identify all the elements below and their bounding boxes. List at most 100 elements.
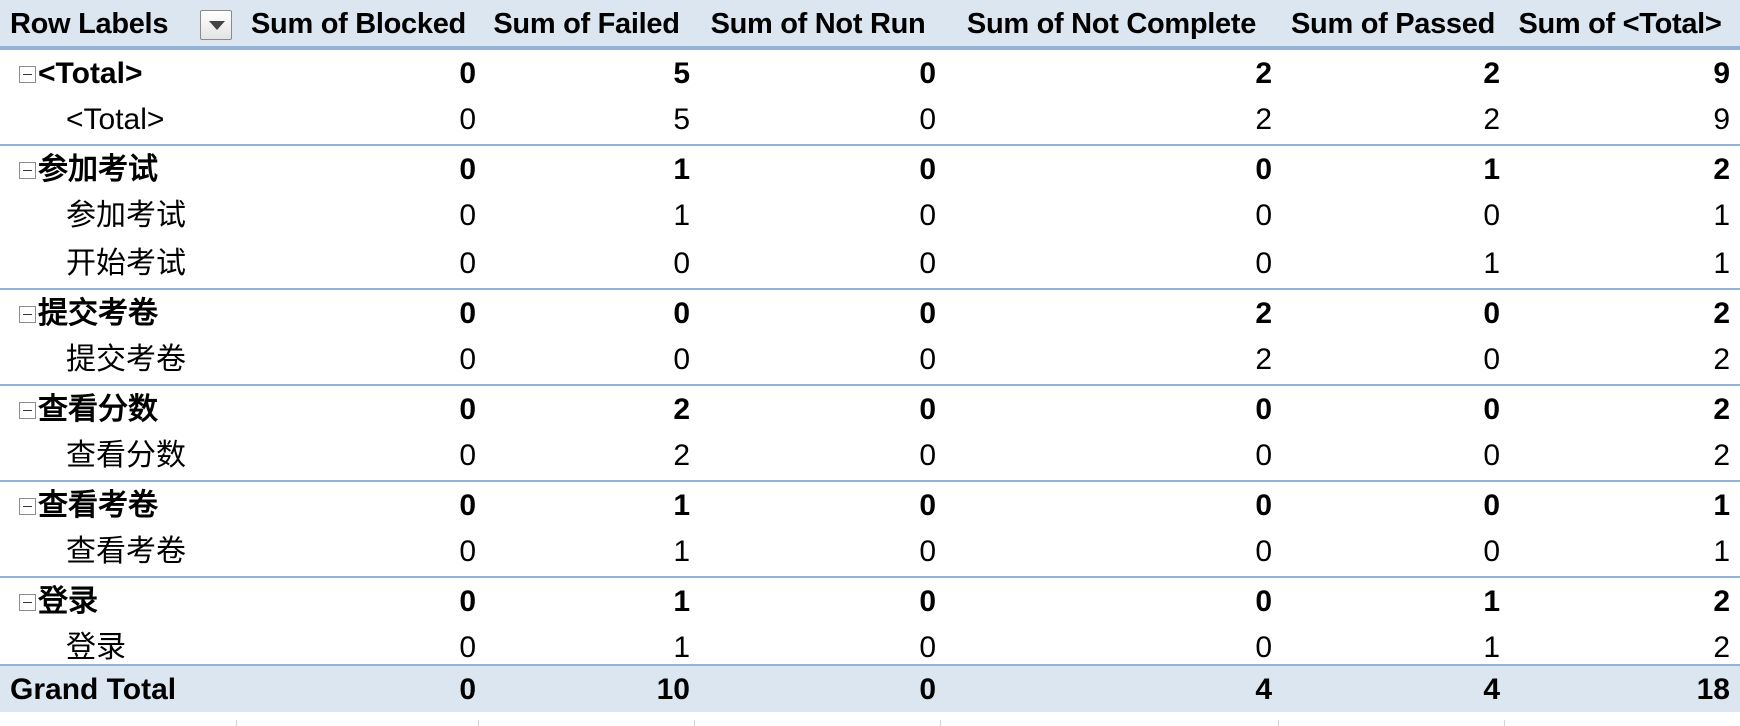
table-row: 开始考试 0 0 0 0 1 1 bbox=[0, 240, 1740, 288]
value-cell: 1 bbox=[673, 153, 690, 186]
value-cell: 0 bbox=[1483, 439, 1500, 472]
value-cell: 0 bbox=[919, 673, 936, 706]
collapse-minus-icon[interactable] bbox=[19, 306, 36, 323]
group-row: 参加考试 0 1 0 0 1 2 bbox=[0, 144, 1740, 192]
value-cell: 0 bbox=[673, 297, 690, 330]
row-label: <Total> bbox=[38, 57, 143, 90]
value-cell: 0 bbox=[459, 439, 476, 472]
row-label: 参加考试 bbox=[38, 153, 158, 186]
value-cell: 0 bbox=[459, 343, 476, 376]
value-cell: 0 bbox=[673, 343, 690, 376]
value-cell: 2 bbox=[1713, 393, 1730, 426]
row-label: 登录 bbox=[66, 631, 126, 664]
value-cell: 0 bbox=[919, 439, 936, 472]
value-cell: 1 bbox=[673, 199, 690, 232]
value-cell: 0 bbox=[459, 103, 476, 136]
grid-line bbox=[940, 720, 941, 726]
group-row: 提交考卷 0 0 0 2 0 2 bbox=[0, 288, 1740, 336]
row-labels-header: Row Labels bbox=[10, 8, 169, 40]
value-cell: 2 bbox=[1713, 631, 1730, 664]
value-cell: 0 bbox=[459, 673, 476, 706]
value-cell: 4 bbox=[1255, 673, 1272, 706]
value-cell: 0 bbox=[1255, 585, 1272, 618]
row-label: 提交考卷 bbox=[66, 343, 186, 376]
value-cell: 2 bbox=[1713, 297, 1730, 330]
value-cell: 0 bbox=[1483, 199, 1500, 232]
collapse-minus-icon[interactable] bbox=[19, 66, 36, 83]
value-cell: 0 bbox=[919, 247, 936, 280]
value-cell: 0 bbox=[919, 103, 936, 136]
column-header-sum-of-failed: Sum of Failed bbox=[493, 8, 680, 40]
group-row: 查看分数 0 2 0 0 0 2 bbox=[0, 384, 1740, 432]
value-cell: 2 bbox=[1713, 153, 1730, 186]
group-row: 查看考卷 0 1 0 0 0 1 bbox=[0, 480, 1740, 528]
value-cell: 0 bbox=[919, 631, 936, 664]
value-cell: 1 bbox=[1483, 585, 1500, 618]
value-cell: 0 bbox=[459, 585, 476, 618]
value-cell: 2 bbox=[673, 393, 690, 426]
value-cell: 5 bbox=[673, 103, 690, 136]
value-cell: 0 bbox=[1483, 393, 1500, 426]
grand-total-label: Grand Total bbox=[10, 673, 177, 706]
value-cell: 0 bbox=[1255, 439, 1272, 472]
column-header-sum-of-blocked: Sum of Blocked bbox=[251, 8, 466, 40]
group-row: <Total> 0 5 0 2 2 9 bbox=[0, 48, 1740, 96]
row-label: 参加考试 bbox=[66, 199, 186, 232]
value-cell: 1 bbox=[673, 585, 690, 618]
row-label: 查看考卷 bbox=[66, 535, 186, 568]
value-cell: 1 bbox=[1713, 199, 1730, 232]
value-cell: 0 bbox=[919, 57, 936, 90]
value-cell: 0 bbox=[1255, 489, 1272, 522]
row-label: 查看分数 bbox=[66, 439, 186, 472]
column-header-sum-of-not-run: Sum of Not Run bbox=[710, 8, 926, 40]
value-cell: 0 bbox=[459, 393, 476, 426]
collapse-minus-icon[interactable] bbox=[19, 402, 36, 419]
value-cell: 0 bbox=[1483, 489, 1500, 522]
table-row: <Total> 0 5 0 2 2 9 bbox=[0, 96, 1740, 144]
collapse-minus-icon[interactable] bbox=[19, 162, 36, 179]
value-cell: 2 bbox=[1483, 57, 1500, 90]
value-cell: 2 bbox=[1713, 585, 1730, 618]
value-cell: 1 bbox=[1483, 631, 1500, 664]
value-cell: 0 bbox=[459, 535, 476, 568]
value-cell: 1 bbox=[673, 631, 690, 664]
dropdown-arrow-icon[interactable] bbox=[200, 10, 232, 40]
value-cell: 18 bbox=[1696, 673, 1730, 706]
row-label: <Total> bbox=[66, 103, 165, 136]
column-header-sum-of-total: Sum of <Total> bbox=[1518, 8, 1722, 40]
value-cell: 0 bbox=[919, 153, 936, 186]
column-header-sum-of-not-complete: Sum of Not Complete bbox=[966, 8, 1257, 40]
value-cell: 1 bbox=[673, 535, 690, 568]
value-cell: 0 bbox=[1483, 343, 1500, 376]
value-cell: 0 bbox=[919, 535, 936, 568]
group-row: 登录 0 1 0 0 1 2 bbox=[0, 576, 1740, 624]
value-cell: 0 bbox=[1255, 153, 1272, 186]
collapse-minus-icon[interactable] bbox=[19, 594, 36, 611]
collapse-minus-icon[interactable] bbox=[19, 498, 36, 515]
row-label: 查看分数 bbox=[38, 393, 158, 426]
value-cell: 0 bbox=[1255, 199, 1272, 232]
table-row: 查看考卷 0 1 0 0 0 1 bbox=[0, 528, 1740, 576]
grid-line bbox=[236, 720, 237, 726]
value-cell: 0 bbox=[1255, 535, 1272, 568]
value-cell: 1 bbox=[1713, 247, 1730, 280]
row-label: 开始考试 bbox=[66, 247, 186, 280]
value-cell: 0 bbox=[459, 631, 476, 664]
value-cell: 9 bbox=[1713, 57, 1730, 90]
grid-line bbox=[694, 720, 695, 726]
value-cell: 2 bbox=[1255, 57, 1272, 90]
row-label: 提交考卷 bbox=[38, 297, 158, 330]
table-row: 提交考卷 0 0 0 2 0 2 bbox=[0, 336, 1740, 384]
value-cell: 4 bbox=[1483, 673, 1500, 706]
value-cell: 5 bbox=[673, 57, 690, 90]
grid-line bbox=[1504, 720, 1505, 726]
table-row: 登录 0 1 0 0 1 2 bbox=[0, 624, 1740, 672]
value-cell: 0 bbox=[1255, 631, 1272, 664]
value-cell: 9 bbox=[1713, 103, 1730, 136]
value-cell: 0 bbox=[1483, 297, 1500, 330]
value-cell: 2 bbox=[1255, 343, 1272, 376]
value-cell: 0 bbox=[919, 585, 936, 618]
value-cell: 0 bbox=[459, 57, 476, 90]
row-label: 查看考卷 bbox=[38, 489, 158, 522]
